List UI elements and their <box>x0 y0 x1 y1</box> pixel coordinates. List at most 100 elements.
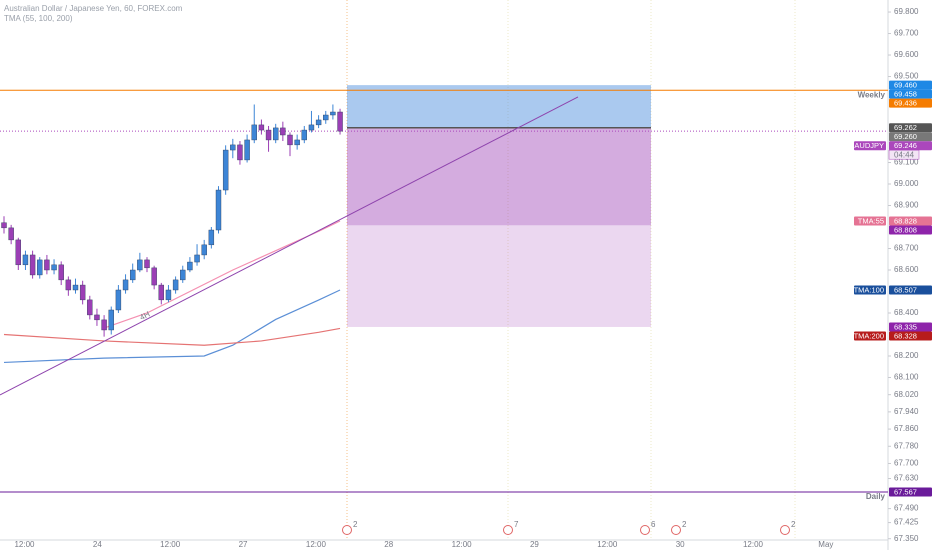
price-badge-label: 69.436 <box>894 99 917 108</box>
x-tick-label: 12:00 <box>597 540 618 549</box>
candle-body <box>187 261 193 271</box>
name-tag-label: TMA:100 <box>854 285 884 294</box>
candle-body <box>15 239 22 266</box>
x-tick-label: 12:00 <box>743 540 764 549</box>
candle-body <box>101 319 107 331</box>
price-badge <box>889 89 932 99</box>
price-badge-label: 68.328 <box>894 331 917 340</box>
price-badge <box>889 132 932 142</box>
y-tick-label: 68.900 <box>894 201 919 210</box>
candle-body <box>308 124 315 131</box>
name-tag <box>854 285 886 295</box>
price-badge-label: 69.246 <box>894 141 917 150</box>
candle-body <box>115 289 122 311</box>
event-marker[interactable] <box>780 525 790 535</box>
candle-body <box>280 127 286 136</box>
candle-body <box>144 259 150 269</box>
indicator-line <box>3 289 341 364</box>
x-tick-label: 28 <box>384 540 393 549</box>
candle-body <box>79 284 86 301</box>
name-tag-label: TMA:55 <box>858 216 884 225</box>
candle-body <box>29 254 36 276</box>
candle-body <box>122 279 129 291</box>
x-tick-label: 24 <box>93 540 102 549</box>
trendline <box>0 96 579 396</box>
candle-body <box>194 254 200 263</box>
candle-body <box>87 299 93 316</box>
candle-body <box>151 267 157 286</box>
indicator-legend: TMA (55, 100, 200) <box>4 14 73 23</box>
candle-body <box>244 139 250 161</box>
name-tag <box>854 331 886 341</box>
candle-body <box>337 111 343 132</box>
y-tick-label: 68.700 <box>894 244 919 253</box>
price-badge <box>889 80 932 90</box>
y-tick-label: 69.700 <box>894 29 919 38</box>
event-count: 7 <box>514 520 519 529</box>
price-badge-label: 67.567 <box>894 488 917 497</box>
event-count: 2 <box>353 520 358 529</box>
y-tick-label: 69.800 <box>894 7 919 16</box>
price-badge <box>889 487 932 497</box>
event-marker[interactable] <box>640 525 650 535</box>
candle-body <box>1 222 7 229</box>
indicator-line <box>3 327 341 346</box>
price-badge <box>889 98 932 108</box>
y-tick-label: 68.400 <box>894 308 919 317</box>
x-tick-label: 30 <box>676 540 685 549</box>
y-tick-label: 67.490 <box>894 504 919 513</box>
price-badge-label: 69.260 <box>894 132 917 141</box>
candle-body <box>165 289 172 301</box>
candle-body <box>315 119 322 126</box>
price-badge-label: 69.458 <box>894 90 917 99</box>
y-tick-label: 67.940 <box>894 407 919 416</box>
y-tick-label: 67.350 <box>894 534 919 543</box>
price-badge <box>889 331 932 341</box>
price-badge <box>889 322 932 332</box>
price-badge <box>889 225 932 235</box>
y-tick-label: 68.200 <box>894 351 919 360</box>
candle-body <box>22 254 29 266</box>
y-tick-label: 67.425 <box>894 518 919 527</box>
x-tick-label: May <box>818 540 833 549</box>
y-tick-label: 69.100 <box>894 158 919 167</box>
event-count: 2 <box>791 520 796 529</box>
price-badge <box>889 216 932 226</box>
candle-body <box>137 259 143 271</box>
level-name: Daily <box>866 492 886 501</box>
candle-body <box>251 124 257 141</box>
event-count: 6 <box>651 520 656 529</box>
price-badge-label: 69.460 <box>894 81 917 90</box>
price-badge <box>889 123 932 133</box>
candle-body <box>129 269 136 281</box>
event-count: 2 <box>682 520 687 529</box>
candle-body <box>44 259 50 271</box>
candle-body <box>58 264 64 281</box>
x-tick-label: 27 <box>239 540 248 549</box>
candle-body <box>273 127 279 141</box>
price-badge-label: 68.828 <box>894 216 917 225</box>
name-tag <box>854 216 886 226</box>
candle-body <box>94 314 100 321</box>
candle-body <box>287 134 293 146</box>
candle-body <box>330 111 336 116</box>
event-marker[interactable] <box>671 525 681 535</box>
y-tick-label: 67.860 <box>894 424 919 433</box>
candle-body <box>158 284 165 301</box>
position-zone <box>347 127 651 226</box>
y-tick-label: 69.500 <box>894 72 919 81</box>
candle-body <box>237 144 243 161</box>
indicator-line <box>103 220 341 329</box>
price-badge <box>889 141 932 151</box>
candle-body <box>323 114 329 121</box>
event-marker[interactable] <box>342 525 352 535</box>
name-tag <box>854 141 886 151</box>
position-zone <box>347 225 651 327</box>
candle-body <box>265 129 272 141</box>
y-tick-label: 67.700 <box>894 459 919 468</box>
event-marker[interactable] <box>503 525 513 535</box>
name-tag-label: TMA:200 <box>854 331 884 340</box>
y-tick-label: 68.100 <box>894 373 919 382</box>
y-tick-label: 67.780 <box>894 441 919 450</box>
